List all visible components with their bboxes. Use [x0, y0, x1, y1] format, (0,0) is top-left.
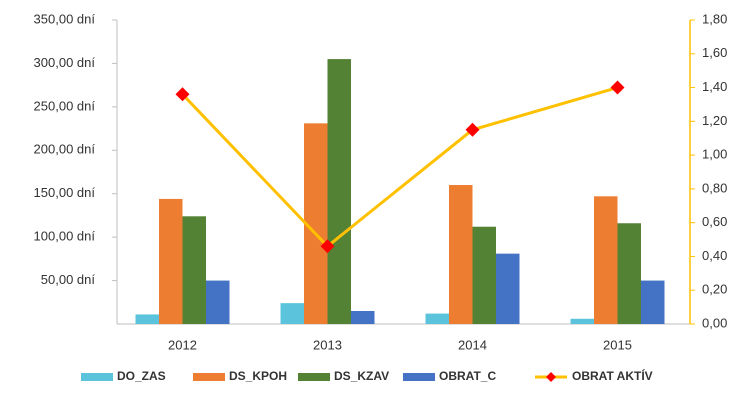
- y-tick-label: 350,00 dní: [34, 11, 96, 26]
- marker: [610, 80, 625, 95]
- bar: [159, 198, 183, 324]
- bar: [206, 280, 230, 324]
- bar: [641, 280, 665, 324]
- y2-tick-label: 1,80: [702, 11, 727, 26]
- x-tick-label: 2012: [168, 337, 197, 352]
- bar: [449, 185, 473, 324]
- bar: [425, 313, 449, 324]
- bar: [570, 318, 594, 324]
- y2-tick-label: 0,60: [702, 214, 727, 229]
- line: [181, 86, 618, 249]
- y-tick-label: 100,00 dní: [34, 229, 96, 244]
- y2-tick-label: 0,40: [702, 248, 727, 263]
- bar: [594, 196, 618, 324]
- x-tick-label: 2014: [458, 337, 487, 352]
- bar: [280, 303, 304, 324]
- y-tick-label: 250,00 dní: [34, 98, 96, 113]
- legend-label: DO_ZAS: [117, 369, 166, 383]
- y-tick-label: 200,00 dní: [34, 142, 96, 157]
- legend-swatch: [403, 373, 435, 381]
- bar: [496, 253, 520, 324]
- y-tick-label: 50,00 dní: [41, 272, 96, 287]
- y2-tick-label: 1,60: [702, 45, 727, 60]
- bar: [472, 226, 496, 324]
- legend-label: DS_KZAV: [334, 369, 389, 383]
- bar: [135, 314, 159, 324]
- legend-swatch: [81, 373, 113, 381]
- y2-tick-label: 1,00: [702, 147, 727, 162]
- y-tick-label: 150,00 dní: [34, 185, 96, 200]
- y-tick-label: 300,00 dní: [34, 55, 96, 70]
- legend-label: DS_KPOH: [229, 369, 287, 383]
- legend-label: OBRAT_C: [439, 369, 496, 383]
- x-tick-label: 2015: [603, 337, 632, 352]
- legend-swatch: [193, 373, 225, 381]
- marker: [175, 87, 190, 102]
- marker: [465, 122, 480, 137]
- bar: [182, 216, 206, 324]
- legend-label: OBRAT AKTÍV: [572, 368, 653, 383]
- legend-swatch: [298, 373, 330, 381]
- bar: [304, 123, 328, 324]
- y2-tick-label: 0,20: [702, 282, 727, 297]
- bar: [617, 223, 641, 324]
- marker: [320, 239, 335, 254]
- x-tick-label: 2013: [313, 337, 342, 352]
- y2-tick-label: 1,20: [702, 113, 727, 128]
- bar: [327, 59, 351, 324]
- y2-tick-label: 1,40: [702, 79, 727, 94]
- legend-marker: [546, 372, 556, 382]
- y2-tick-label: 0,80: [702, 180, 727, 195]
- y2-tick-label: 0,00: [702, 315, 727, 330]
- bar: [351, 310, 375, 324]
